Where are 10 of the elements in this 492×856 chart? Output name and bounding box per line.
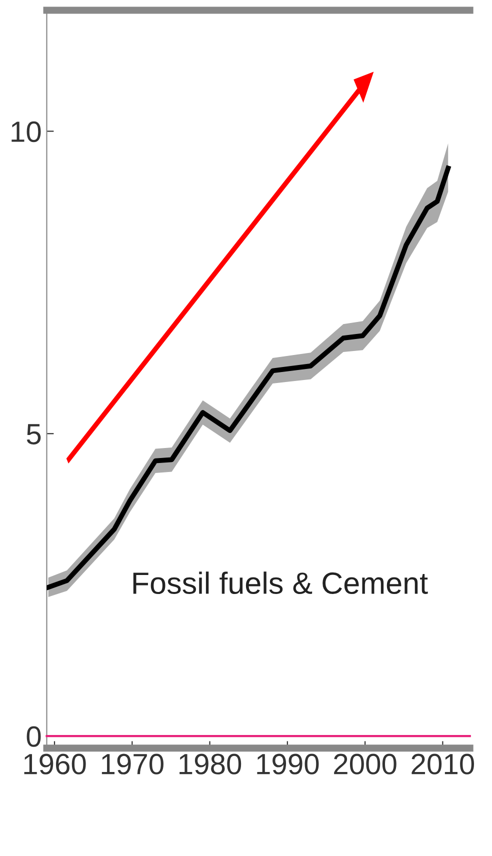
y-tick-label: 10 — [12, 121, 41, 142]
y-tick-label: 5 — [26, 424, 41, 444]
x-tick-label: 1990 — [257, 754, 319, 774]
x-tick-label: 2000 — [334, 754, 396, 774]
x-tick-label: 1970 — [102, 754, 164, 774]
x-tick-label: 1980 — [180, 754, 242, 774]
series-label: Fossil fuels & Cement — [133, 572, 428, 594]
x-tick-label: 2010 — [412, 754, 474, 774]
x-tick-label: 1960 — [24, 754, 86, 774]
y-tick-label: 0 — [26, 726, 41, 747]
